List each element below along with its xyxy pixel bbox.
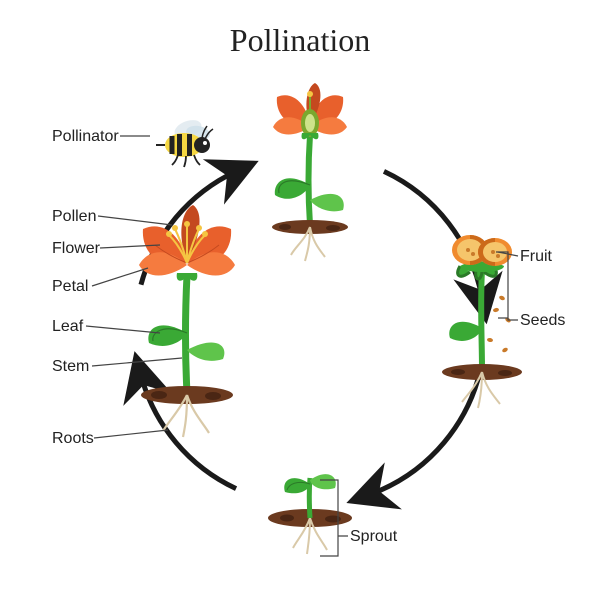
label-seeds: Seeds [520,312,565,330]
label-flower: Flower [52,240,100,258]
label-sprout: Sprout [350,528,397,546]
leader-lines [0,0,600,600]
label-roots: Roots [52,430,94,448]
label-fruit: Fruit [520,248,552,266]
label-petal: Petal [52,278,88,296]
label-pollinator: Pollinator [52,128,119,146]
label-leaf: Leaf [52,318,83,336]
label-stem: Stem [52,358,89,376]
label-pollen: Pollen [52,208,96,226]
